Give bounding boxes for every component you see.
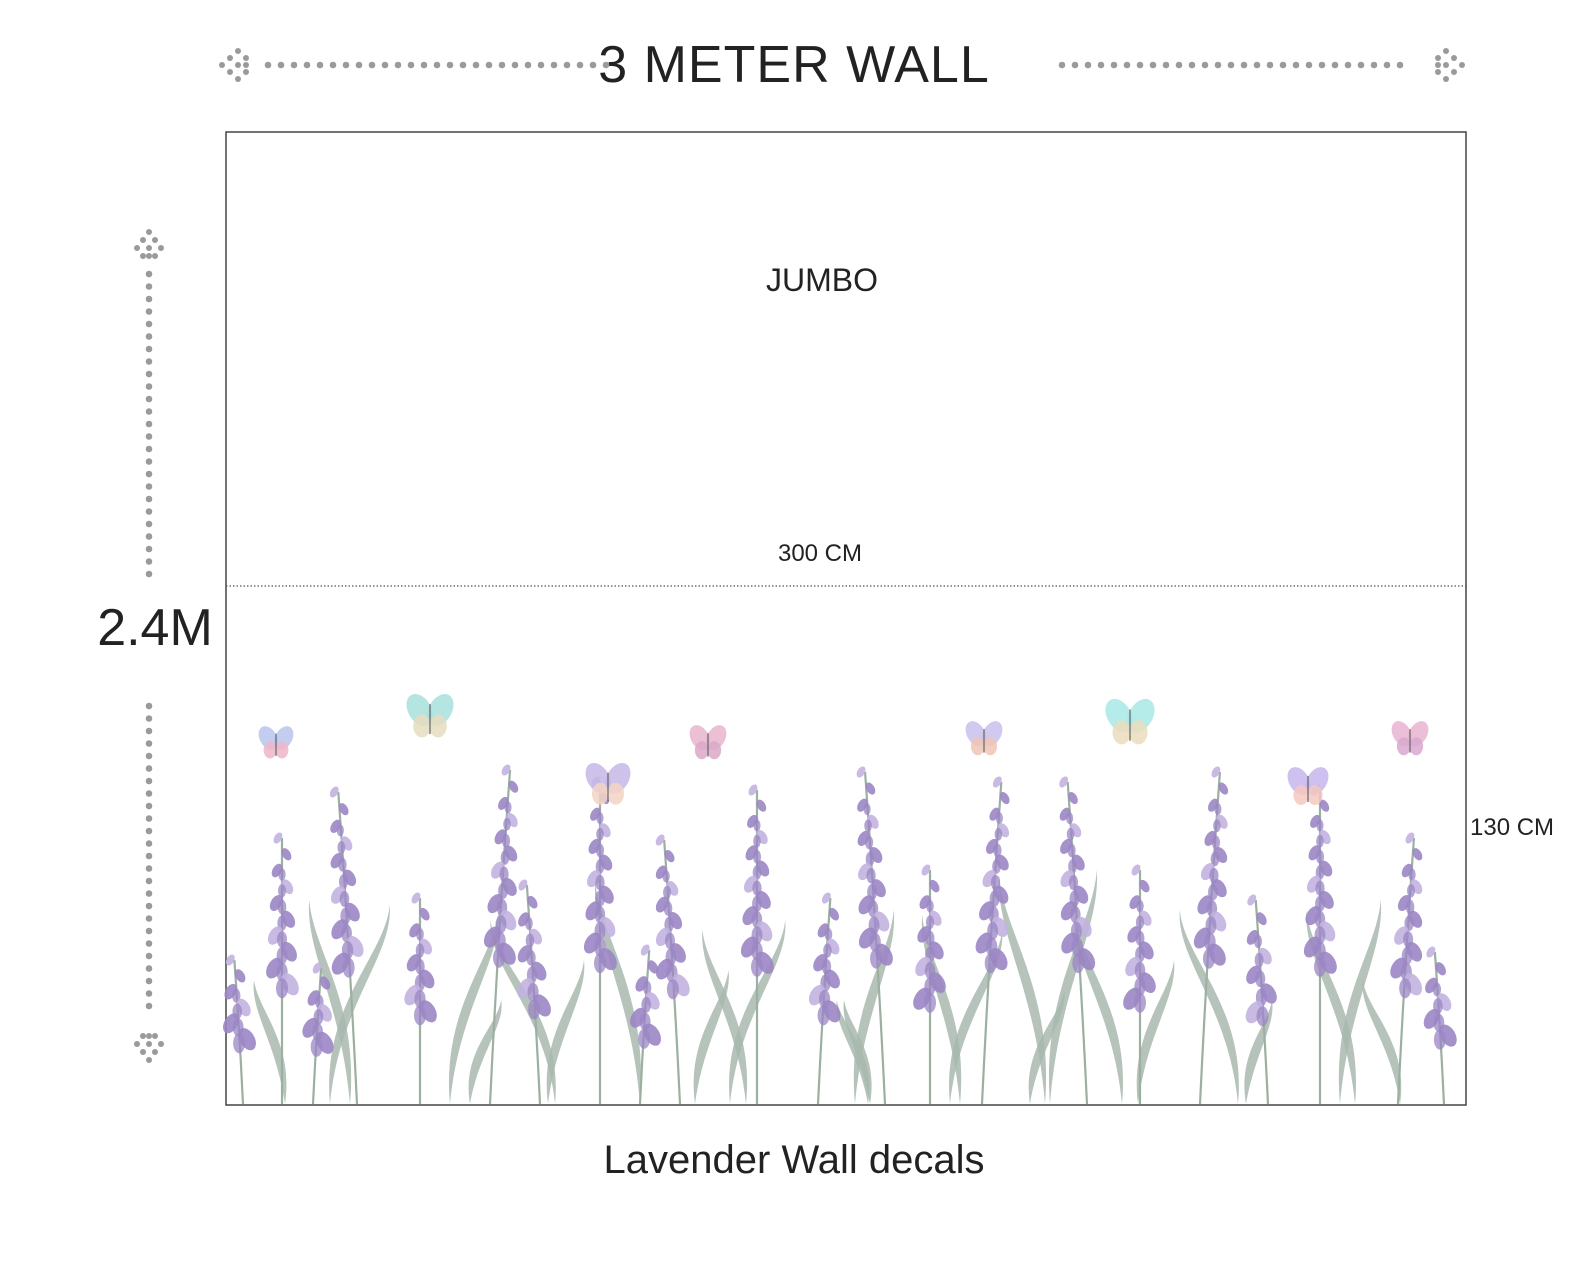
butterfly-icon — [1287, 767, 1329, 805]
butterfly-icon — [585, 762, 631, 805]
butterfly-icon — [258, 726, 294, 759]
decal-area — [225, 585, 1467, 1106]
size-label: JUMBO — [766, 262, 878, 298]
page-title: 3 METER WALL — [598, 36, 990, 94]
lavender-illustration — [223, 764, 1457, 1105]
caption: Lavender Wall decals — [603, 1138, 985, 1182]
decal-height-label: 130 CM — [1470, 814, 1555, 841]
dotted-arrow-up — [134, 229, 164, 578]
butterfly-icon — [965, 721, 1003, 756]
wall-frame — [225, 131, 1467, 1106]
butterflies-illustration — [258, 693, 1429, 805]
butterfly-icon — [406, 693, 454, 738]
butterfly-icon — [689, 725, 727, 760]
butterfly-icon — [1105, 698, 1155, 745]
dotted-arrow-right — [1058, 48, 1465, 82]
dotted-arrow-left — [219, 48, 610, 82]
wall-height-label: 2.4M — [97, 599, 213, 657]
decal-width-label: 300 CM — [777, 540, 863, 567]
dotted-arrow-down — [134, 702, 164, 1063]
butterfly-icon — [1391, 721, 1429, 756]
